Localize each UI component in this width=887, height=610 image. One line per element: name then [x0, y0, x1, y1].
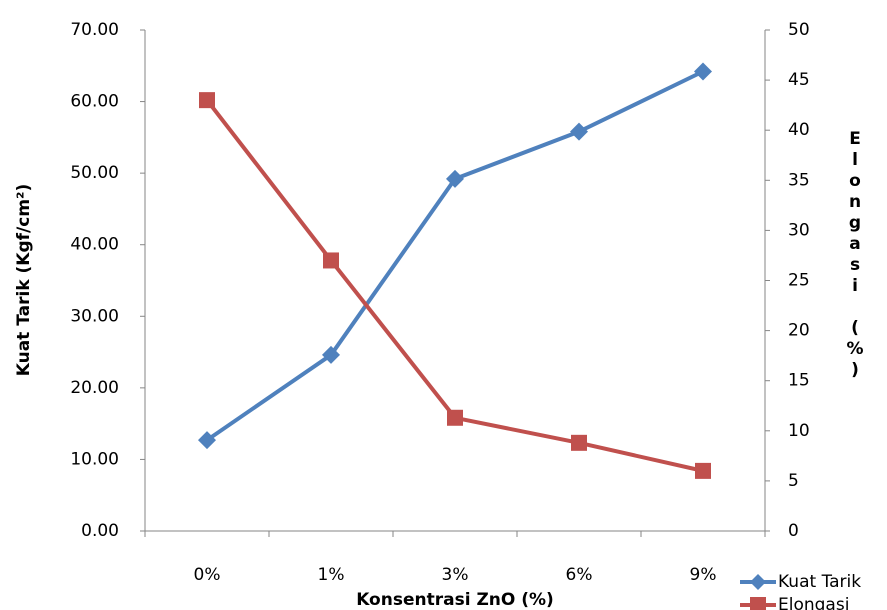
x-axis-title: Konsentrasi ZnO (%): [356, 590, 554, 610]
x-tick-label: 9%: [690, 565, 717, 585]
series-line: [207, 72, 703, 441]
y-tick-label: 50.00: [70, 163, 119, 183]
x-tick-label: 0%: [194, 565, 221, 585]
y2-tick-label: 25: [788, 271, 810, 291]
marker: [695, 463, 711, 479]
legend-marker: [750, 597, 766, 610]
y2-tick-label: 40: [788, 120, 810, 140]
y-axis-title: Kuat Tarik (Kgf/cm²): [14, 184, 34, 377]
legend-label: Kuat Tarik: [778, 572, 861, 592]
y2-tick-label: 50: [788, 20, 810, 40]
y2-tick-label: 45: [788, 70, 810, 90]
y2-tick-label: 0: [788, 521, 799, 541]
legend-label: Elongasi: [778, 595, 849, 610]
marker: [571, 435, 587, 451]
y-tick-label: 70.00: [70, 20, 119, 40]
marker: [199, 92, 215, 108]
y-tick-label: 20.00: [70, 378, 119, 398]
marker: [447, 410, 463, 426]
y-tick-label: 40.00: [70, 235, 119, 255]
legend-marker: [750, 574, 766, 590]
chart: Konsentrasi ZnO (%) Kuat Tarik (Kgf/cm²)…: [0, 0, 887, 610]
y2-tick-label: 5: [788, 471, 799, 491]
y2-axis-title: Elongasi (%): [845, 129, 865, 381]
marker: [570, 123, 588, 141]
marker: [694, 63, 712, 81]
y2-tick-label: 20: [788, 321, 810, 341]
x-tick-label: 6%: [566, 565, 593, 585]
y2-tick-label: 15: [788, 371, 810, 391]
y2-tick-label: 35: [788, 170, 810, 190]
y-tick-label: 60.00: [70, 92, 119, 112]
marker: [323, 252, 339, 268]
x-tick-label: 1%: [318, 565, 345, 585]
y-tick-label: 0.00: [81, 521, 119, 541]
y2-tick-label: 30: [788, 220, 810, 240]
x-tick-label: 3%: [442, 565, 469, 585]
y-tick-label: 10.00: [70, 449, 119, 469]
y2-tick-label: 10: [788, 421, 810, 441]
y-tick-label: 30.00: [70, 306, 119, 326]
